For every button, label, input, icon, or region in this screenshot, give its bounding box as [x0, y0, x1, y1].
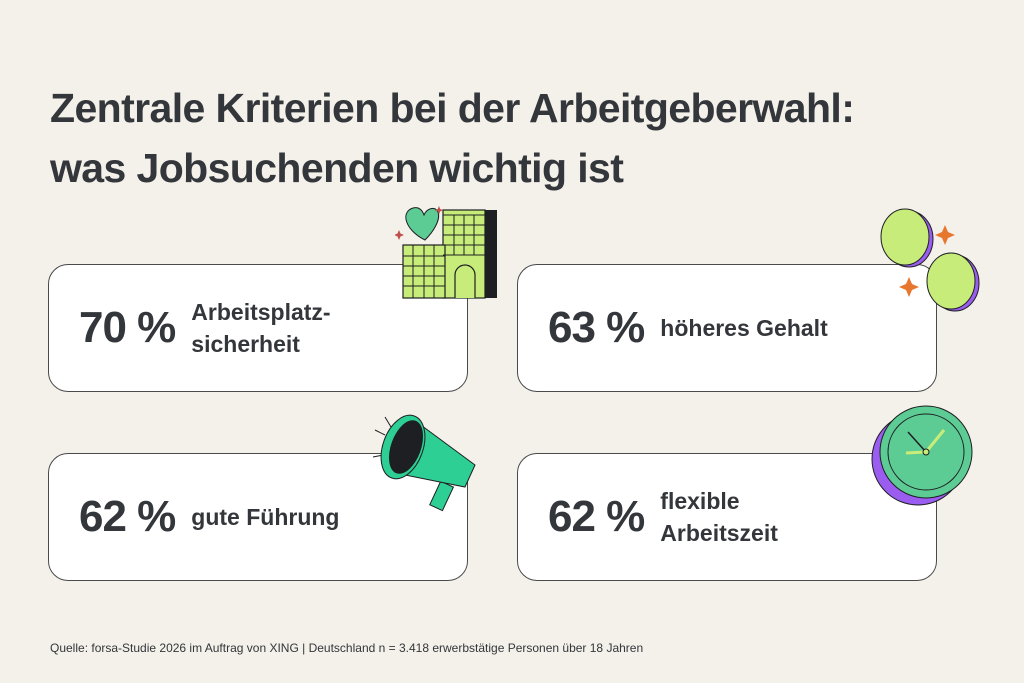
- card-percent: 63 %: [548, 303, 645, 352]
- card-percent: 62 %: [548, 492, 645, 541]
- clock-icon: [871, 405, 973, 506]
- card-label: flexible Arbeitszeit: [660, 488, 778, 546]
- source-note: Quelle: forsa-Studie 2026 im Auftrag von…: [50, 641, 644, 655]
- building-heart-icon: [395, 206, 497, 299]
- card-gehalt: 63 % höheres Gehalt: [517, 264, 937, 392]
- card-percent: 62 %: [79, 492, 176, 541]
- page-title: Zentrale Kriterien bei der Arbeitgeberwa…: [50, 78, 855, 198]
- sparkle-icon: [935, 225, 955, 245]
- card-arbeitszeit: 62 % flexible Arbeitszeit: [517, 453, 937, 581]
- card-label: höheres Gehalt: [660, 315, 828, 341]
- card-label: gute Führung: [191, 504, 340, 530]
- coins-icon: [880, 208, 980, 312]
- title-line-2: was Jobsuchenden wichtig ist: [50, 145, 624, 191]
- sparkle-icon: [434, 206, 444, 215]
- sparkle-icon: [395, 230, 404, 240]
- card-label: Arbeitsplatz- sicherheit: [191, 299, 331, 357]
- title-line-1: Zentrale Kriterien bei der Arbeitgeberwa…: [50, 85, 855, 131]
- sparkle-icon: [899, 277, 919, 297]
- card-arbeitsplatzsicherheit: 70 % Arbeitsplatz- sicherheit: [48, 264, 468, 392]
- card-percent: 70 %: [79, 303, 176, 352]
- megaphone-icon: [372, 414, 476, 512]
